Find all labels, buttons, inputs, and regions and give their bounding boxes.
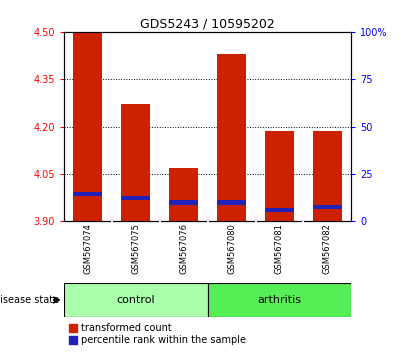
Bar — [121, 196, 150, 200]
Bar — [64, 283, 208, 317]
Bar — [313, 131, 342, 221]
Bar — [208, 283, 351, 317]
Text: disease state: disease state — [0, 295, 60, 305]
Text: GSM567081: GSM567081 — [275, 223, 284, 274]
Bar — [265, 208, 294, 212]
Bar — [73, 192, 102, 196]
Text: GSM567082: GSM567082 — [323, 223, 332, 274]
Text: GSM567076: GSM567076 — [179, 223, 188, 274]
Bar — [121, 104, 150, 221]
Title: GDS5243 / 10595202: GDS5243 / 10595202 — [140, 18, 275, 31]
Bar — [217, 54, 246, 221]
Text: arthritis: arthritis — [257, 295, 302, 305]
Text: GSM567075: GSM567075 — [131, 223, 140, 274]
Bar — [73, 32, 102, 221]
Bar — [169, 200, 198, 205]
Bar — [217, 200, 246, 205]
Text: control: control — [116, 295, 155, 305]
Bar — [265, 131, 294, 221]
Bar — [169, 167, 198, 221]
Bar — [313, 205, 342, 209]
Legend: transformed count, percentile rank within the sample: transformed count, percentile rank withi… — [69, 324, 246, 346]
Text: GSM567074: GSM567074 — [83, 223, 92, 274]
Text: GSM567080: GSM567080 — [227, 223, 236, 274]
